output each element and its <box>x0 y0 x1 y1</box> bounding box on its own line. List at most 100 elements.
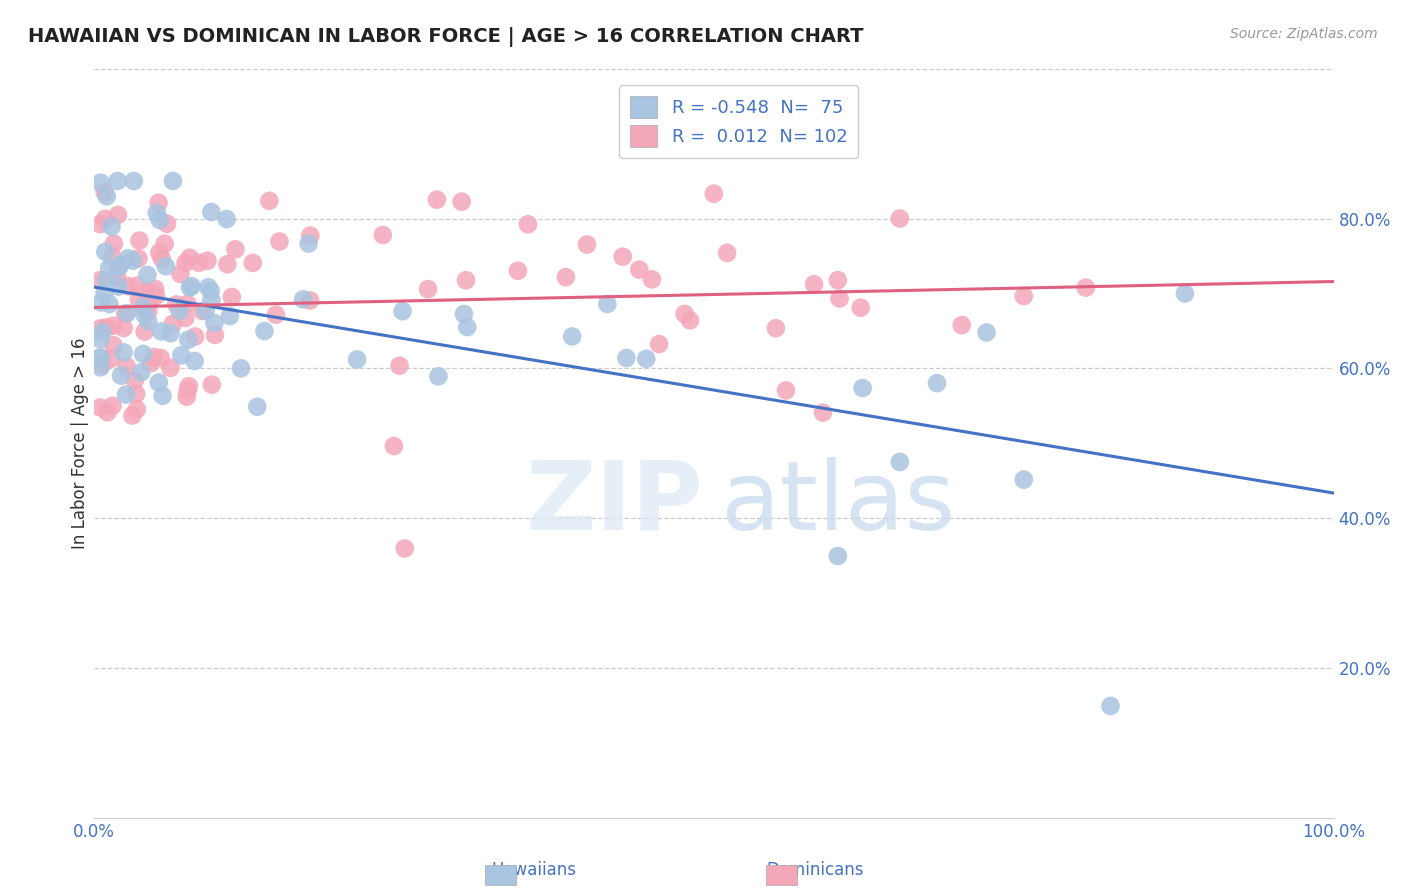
Point <box>143 350 166 364</box>
Point <box>94 211 117 226</box>
Point <box>454 273 477 287</box>
Point <box>110 258 132 272</box>
Text: HAWAIIAN VS DOMINICAN IN LABOR FORCE | AGE > 16 CORRELATION CHART: HAWAIIAN VS DOMINICAN IN LABOR FORCE | A… <box>28 27 863 46</box>
Point <box>197 253 219 268</box>
Point <box>125 402 148 417</box>
Point <box>105 270 128 285</box>
Point <box>191 304 214 318</box>
Point <box>115 387 138 401</box>
Point <box>394 541 416 556</box>
Point <box>112 321 135 335</box>
Point <box>145 289 167 303</box>
Point <box>115 306 138 320</box>
Point <box>124 373 146 387</box>
Point <box>765 321 787 335</box>
Point <box>201 377 224 392</box>
Point <box>122 174 145 188</box>
Point <box>803 277 825 292</box>
Point <box>200 284 222 298</box>
Point <box>148 245 170 260</box>
Point <box>950 318 973 332</box>
Point <box>648 337 671 351</box>
Point <box>176 390 198 404</box>
Point <box>114 307 136 321</box>
Text: Hawaiians: Hawaiians <box>492 861 576 879</box>
Point <box>91 325 114 339</box>
Point <box>134 307 156 321</box>
Point <box>89 351 111 365</box>
Point <box>89 351 111 365</box>
Point <box>184 329 207 343</box>
Point <box>426 193 449 207</box>
Point <box>179 251 201 265</box>
Point <box>146 206 169 220</box>
Point <box>775 384 797 398</box>
Point <box>1074 280 1097 294</box>
Point <box>174 310 197 325</box>
Point <box>165 297 187 311</box>
Point <box>156 217 179 231</box>
Point <box>134 325 156 339</box>
Point <box>115 359 138 374</box>
Point <box>89 401 111 415</box>
Point <box>828 292 851 306</box>
Point <box>153 236 176 251</box>
Point <box>98 260 121 275</box>
Point <box>292 293 315 307</box>
Point <box>89 332 111 346</box>
Point <box>264 308 287 322</box>
Point <box>636 351 658 366</box>
Point <box>371 227 394 242</box>
Point <box>852 381 875 395</box>
Legend: R = -0.548  N=  75, R =  0.012  N= 102: R = -0.548 N= 75, R = 0.012 N= 102 <box>619 85 858 158</box>
Point <box>1174 286 1197 301</box>
Point <box>159 360 181 375</box>
Point <box>128 292 150 306</box>
Point <box>612 250 634 264</box>
Point <box>416 282 439 296</box>
Point <box>100 351 122 366</box>
Point <box>259 194 281 208</box>
Point <box>162 317 184 331</box>
Point <box>174 256 197 270</box>
Point <box>1012 473 1035 487</box>
Point <box>90 176 112 190</box>
Text: Dominicans: Dominicans <box>766 861 865 879</box>
Text: atlas: atlas <box>720 457 956 550</box>
Point <box>101 250 124 264</box>
Point <box>253 324 276 338</box>
Point <box>96 405 118 419</box>
Point <box>169 267 191 281</box>
Point <box>176 297 198 311</box>
Point <box>117 252 139 266</box>
Point <box>107 174 129 188</box>
Text: ZIP: ZIP <box>526 457 703 550</box>
Point <box>299 228 322 243</box>
Point <box>202 316 225 330</box>
Point <box>194 303 217 318</box>
Point <box>148 376 170 390</box>
Point <box>246 400 269 414</box>
Point <box>138 296 160 310</box>
Point <box>269 235 291 249</box>
Point <box>200 205 222 219</box>
Point <box>453 307 475 321</box>
Point <box>221 290 243 304</box>
Point <box>107 279 129 293</box>
Point <box>177 333 200 347</box>
Point <box>215 212 238 227</box>
Point <box>139 356 162 370</box>
Point <box>614 351 637 365</box>
Point <box>107 208 129 222</box>
Point <box>150 324 173 338</box>
Point <box>159 326 181 341</box>
Point <box>716 245 738 260</box>
Point <box>628 262 651 277</box>
Point <box>169 303 191 318</box>
Point <box>889 211 911 226</box>
Point <box>575 237 598 252</box>
Point <box>149 213 172 227</box>
Point <box>96 320 118 334</box>
Point <box>827 273 849 287</box>
Point <box>100 219 122 234</box>
